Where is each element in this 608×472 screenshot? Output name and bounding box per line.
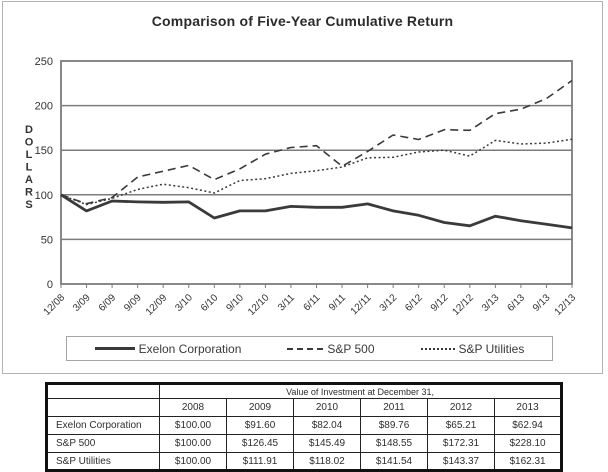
- y-tick-label: 150: [35, 145, 53, 157]
- plot-border: [60, 60, 573, 285]
- x-tick-label: 12/11: [349, 292, 374, 317]
- table-caption-cell: Value of Investment at December 31,: [158, 383, 563, 399]
- x-tick-label: 9/09: [122, 292, 144, 314]
- x-tick-label: 9/13: [531, 292, 553, 314]
- x-tick-label: 12/09: [144, 292, 170, 318]
- year-header-cell: 2012: [427, 398, 495, 417]
- dotted-line-sample-icon: [420, 347, 455, 350]
- x-tick-label: 9/12: [429, 292, 451, 314]
- y-tick-label: 250: [35, 56, 53, 68]
- x-tick-label: 9/10: [224, 292, 246, 314]
- table-year-header-row: 2008 2009 2010 2011 2012 2013: [46, 398, 563, 417]
- value-cell: $145.49: [293, 434, 361, 453]
- row-label-cell: S&P 500: [46, 434, 160, 453]
- legend-label: Exelon Corporation: [138, 341, 242, 356]
- year-header-cell: 2008: [159, 398, 227, 417]
- year-header-cell: 2010: [293, 398, 361, 417]
- x-tick-label: 3/10: [173, 292, 195, 314]
- value-cell: $228.10: [493, 434, 563, 453]
- x-tick-label: 12/12: [450, 292, 476, 318]
- legend-entry-sputilities: S&P Utilities: [420, 341, 525, 356]
- investment-value-table-wrap: Value of Investment at December 31, 2008 2…: [45, 382, 564, 472]
- series-line-exelon-corporation: [60, 193, 573, 230]
- chart-legend: Exelon Corporation S&P 500 S&P Utilities: [66, 336, 553, 361]
- x-tick-label: 3/09: [71, 292, 93, 314]
- value-cell: $82.04: [293, 416, 361, 435]
- y-tick-label: 200: [35, 101, 53, 113]
- value-cell: $65.21: [427, 416, 495, 435]
- x-tick-label: 6/11: [302, 292, 323, 313]
- y-tick-label: 0: [47, 279, 53, 291]
- x-tick-label: 12/10: [246, 292, 272, 318]
- table-row: S&P 500 $100.00 $126.45 $145.49 $148.55 $172.…: [46, 434, 563, 453]
- x-tick-label: 12/08: [42, 292, 68, 318]
- x-tick-label: 3/13: [480, 292, 502, 314]
- chart-figure: 0 50 100 150 200 250 D O L L A R S 12/08 3/09 6/09 9/09 1…: [2, 1, 603, 374]
- year-header-cell: 2013: [493, 398, 563, 417]
- y-tick-label: 50: [41, 234, 53, 246]
- legend-label: S&P 500: [327, 341, 375, 356]
- value-cell: $100.00: [159, 452, 227, 471]
- x-tick-label: 3/11: [276, 292, 297, 313]
- x-tick-label: 6/10: [199, 292, 221, 314]
- value-cell: $89.76: [360, 416, 428, 435]
- table-caption-row: Value of Investment at December 31,: [46, 383, 563, 399]
- legend-entry-sp500: S&P 500: [287, 341, 375, 356]
- series-line-s-p-utilities: [60, 138, 573, 206]
- solid-line-sample-icon: [94, 347, 135, 350]
- table-corner-cell: [46, 398, 160, 417]
- value-cell: $143.37: [427, 452, 495, 471]
- value-cell: $148.55: [360, 434, 428, 453]
- table-corner-cell: [46, 383, 160, 399]
- value-cell: $100.00: [159, 416, 227, 435]
- value-cell: $172.31: [427, 434, 495, 453]
- x-tick-label: 6/12: [403, 292, 425, 314]
- value-cell: $118.02: [293, 452, 361, 471]
- x-tick-label: 3/12: [378, 292, 400, 314]
- value-cell: $91.60: [226, 416, 294, 435]
- table-row: Exelon Corporation $100.00 $91.60 $82.04 $89…: [46, 416, 563, 435]
- x-tick-label: 6/13: [505, 292, 527, 314]
- investment-value-table: Value of Investment at December 31, 2008 2…: [45, 382, 564, 472]
- value-cell: $100.00: [159, 434, 227, 453]
- value-cell: $62.94: [493, 416, 563, 435]
- series-line-s-p-500: [60, 79, 573, 205]
- legend-entry-exelon: Exelon Corporation: [94, 341, 242, 356]
- value-cell: $162.31: [493, 452, 563, 471]
- value-cell: $141.54: [360, 452, 428, 471]
- year-header-cell: 2011: [360, 398, 428, 417]
- value-cell: $111.91: [226, 452, 294, 471]
- legend-label: S&P Utilities: [458, 341, 525, 356]
- row-label-cell: S&P Utilities: [46, 452, 160, 471]
- x-tick-label: 6/09: [97, 292, 119, 314]
- value-cell: $126.45: [226, 434, 294, 453]
- x-tick-label: 9/11: [327, 292, 348, 313]
- year-header-cell: 2009: [226, 398, 294, 417]
- row-label-cell: Exelon Corporation: [46, 416, 160, 435]
- x-tick-label: 12/13: [553, 292, 579, 318]
- table-row: S&P Utilities $100.00 $111.91 $118.02 $141.5…: [46, 452, 563, 471]
- dashed-line-sample-icon: [287, 347, 324, 350]
- y-tick-label: 100: [35, 190, 53, 202]
- chart-title: Comparison of Five-Year Cumulative Retur…: [151, 13, 454, 29]
